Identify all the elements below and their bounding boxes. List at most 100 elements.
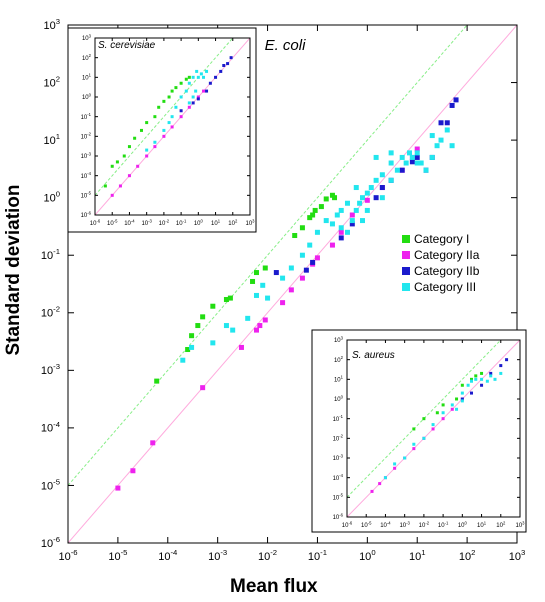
data-point-category-i <box>455 397 459 401</box>
data-point-category-iia <box>364 197 370 203</box>
panel-s-aureus: 10-6 10-5 10-4 10-3 10-2 10-1 100 101 102 103 10-6… <box>311 329 527 533</box>
data-point-category-iia <box>153 145 157 149</box>
data-point-category-iib <box>208 81 212 85</box>
data-point-category-iia <box>450 407 454 411</box>
y-tick-label: 10-5 <box>333 493 344 502</box>
data-point-category-iii <box>399 154 405 160</box>
data-point-category-i <box>480 371 484 375</box>
y-tick-label: 10-2 <box>41 305 60 320</box>
y-tick-label: 100 <box>82 92 92 101</box>
data-point-category-i <box>262 265 268 271</box>
data-point-category-iii <box>202 75 206 79</box>
x-tick-label: 101 <box>477 520 487 529</box>
data-point-category-iia <box>338 229 344 235</box>
legend-swatch <box>402 283 410 291</box>
data-point-category-iii <box>429 154 435 160</box>
data-point-category-iii <box>353 207 359 213</box>
data-point-category-iii <box>422 436 426 440</box>
data-point-category-iii <box>191 75 195 79</box>
data-point-category-iii <box>441 411 445 415</box>
data-point-category-iii <box>338 225 344 231</box>
data-point-category-iii <box>480 377 484 381</box>
inset-frame <box>311 329 527 533</box>
x-tick-label: 10-5 <box>108 548 127 563</box>
data-point-category-iib <box>438 120 444 126</box>
data-point-category-iii <box>414 160 420 166</box>
data-point-category-iia <box>130 468 136 474</box>
legend-label: Category I <box>414 232 469 246</box>
data-point-category-iii <box>334 212 340 218</box>
data-point-category-iii <box>307 242 313 248</box>
y-tick-label: 10-1 <box>41 247 60 262</box>
data-point-category-iib <box>310 259 316 265</box>
data-point-category-iib <box>229 56 233 60</box>
data-point-category-i <box>157 105 161 109</box>
data-point-category-i <box>227 295 233 301</box>
data-point-category-i <box>103 184 107 188</box>
data-point-category-iii <box>409 154 415 160</box>
data-point-category-iii <box>265 295 271 301</box>
data-point-category-iii <box>189 344 195 350</box>
data-point-category-iii <box>423 167 429 173</box>
data-point-category-i <box>179 81 183 85</box>
data-point-category-iia <box>299 275 305 281</box>
plot-frame <box>346 339 521 518</box>
y-tick-label: 102 <box>43 74 60 89</box>
data-point-category-iii <box>223 323 229 329</box>
data-point-category-iii <box>474 377 478 381</box>
y-tick-label: 10-6 <box>333 512 344 521</box>
data-point-category-iii <box>314 229 320 235</box>
data-point-category-iii <box>196 75 200 79</box>
y-tick-label: 10-4 <box>81 171 92 180</box>
panel-title: S. aureus <box>352 350 395 361</box>
y-tick-label: 10-3 <box>41 362 60 377</box>
data-point-category-iii <box>338 207 344 213</box>
data-point-category-iib <box>196 97 200 101</box>
data-point-category-iii <box>280 275 286 281</box>
reference-line-lower <box>68 25 517 543</box>
data-point-category-i <box>310 212 316 218</box>
data-point-category-iib <box>379 185 385 191</box>
data-point-category-iii <box>403 456 407 460</box>
data-point-category-iii <box>388 160 394 166</box>
x-tick-label: 102 <box>228 218 238 227</box>
data-point-category-iii <box>499 371 503 375</box>
data-point-category-iib <box>179 109 183 113</box>
plot-frame <box>94 37 251 216</box>
data-point-category-iia <box>262 317 268 323</box>
data-point-category-iii <box>230 327 236 333</box>
data-point-category-iii <box>418 160 424 166</box>
data-point-category-iii <box>260 282 266 288</box>
x-tick-label: 10-4 <box>380 520 391 529</box>
data-point-category-iii <box>357 200 363 206</box>
data-point-category-iii <box>455 407 459 411</box>
data-point-category-i <box>460 383 464 387</box>
y-tick-label: 10-5 <box>41 477 60 492</box>
data-point-category-iia <box>170 125 174 129</box>
data-point-category-iii <box>170 115 174 119</box>
data-point-category-iii <box>460 399 464 403</box>
y-tick-label: 10-5 <box>81 191 92 200</box>
x-tick-label: 102 <box>459 548 476 563</box>
x-tick-label: 103 <box>515 520 525 529</box>
data-point-category-i <box>318 204 324 210</box>
data-point-category-iii <box>364 207 370 213</box>
data-point-category-iib <box>214 75 218 79</box>
data-point-category-iii <box>444 127 450 133</box>
x-tick-label: 10-2 <box>419 520 430 529</box>
data-point-category-iib <box>460 397 464 401</box>
data-point-category-iia <box>115 485 121 491</box>
data-point-category-iii <box>191 95 195 99</box>
data-point-category-iii <box>414 150 420 156</box>
data-point-category-iia <box>162 134 166 138</box>
data-point-category-iib <box>191 101 195 105</box>
x-tick-label: 10-6 <box>58 548 77 563</box>
data-point-category-iia <box>349 212 355 218</box>
data-point-category-iii <box>438 137 444 143</box>
y-tick-label: 10-6 <box>81 210 92 219</box>
data-point-category-iib <box>205 89 209 93</box>
x-tick-label: 10-3 <box>141 218 152 227</box>
x-tick-label: 10-5 <box>361 520 372 529</box>
data-point-category-i <box>422 417 426 421</box>
